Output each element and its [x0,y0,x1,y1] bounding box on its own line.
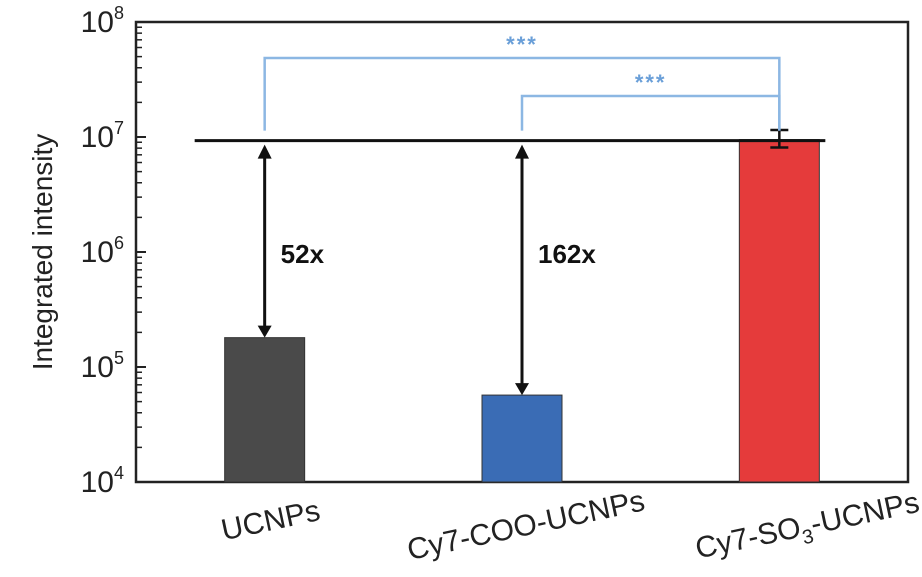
x-tick-label: Cy7-SO3-UCNPs [693,486,922,572]
fold-change-label: 162x [538,239,596,269]
significance-bracket [520,94,781,131]
y-tick-exponent: 7 [114,118,124,138]
y-tick-base: 10 [81,6,114,39]
x-label-suffix: -UCNPs [808,486,922,541]
arrow-head-down [515,383,529,396]
arrow-head-up [257,144,272,159]
y-tick-exponent: 4 [114,463,124,483]
x-axis-labels: UCNPs Cy7-COO-UCNPs Cy7-SO3-UCNPs [218,484,922,572]
y-tick-exponent: 8 [114,3,124,23]
y-tick-base: 10 [81,466,114,499]
x-label-main: UCNPs [218,494,323,547]
y-tick-label: 107 [81,118,124,154]
arrow-head-up [515,144,529,159]
y-tick-base: 10 [81,351,114,384]
x-tick-label: UCNPs [218,494,323,547]
x-label-main: Cy7-SO [693,511,804,565]
bar [224,337,306,483]
significance-bracket [263,56,781,131]
y-tick-label: 106 [81,233,124,269]
significance-label: *** [506,32,538,57]
y-tick-exponent: 5 [114,348,124,368]
arrow-head-down [257,325,272,338]
y-tick-exponent: 6 [114,233,124,253]
x-tick-label: Cy7-COO-UCNPs [404,484,647,567]
bar [738,139,820,483]
bars [224,128,820,483]
y-tick-base: 10 [81,236,114,269]
fold-change-label: 52x [281,239,325,269]
y-tick-base: 10 [81,121,114,154]
y-tick-label: 108 [81,3,124,39]
y-axis-label: Integrated intensity [27,134,58,371]
annotations: 52x 162x *** *** [194,32,826,396]
y-tick-label: 105 [81,348,124,384]
x-label-subscript: 3 [800,525,815,549]
x-label-main: Cy7-COO-UCNPs [404,484,647,567]
y-tick-label: 104 [81,463,124,499]
bar [481,394,563,483]
significance-label: *** [635,70,667,95]
